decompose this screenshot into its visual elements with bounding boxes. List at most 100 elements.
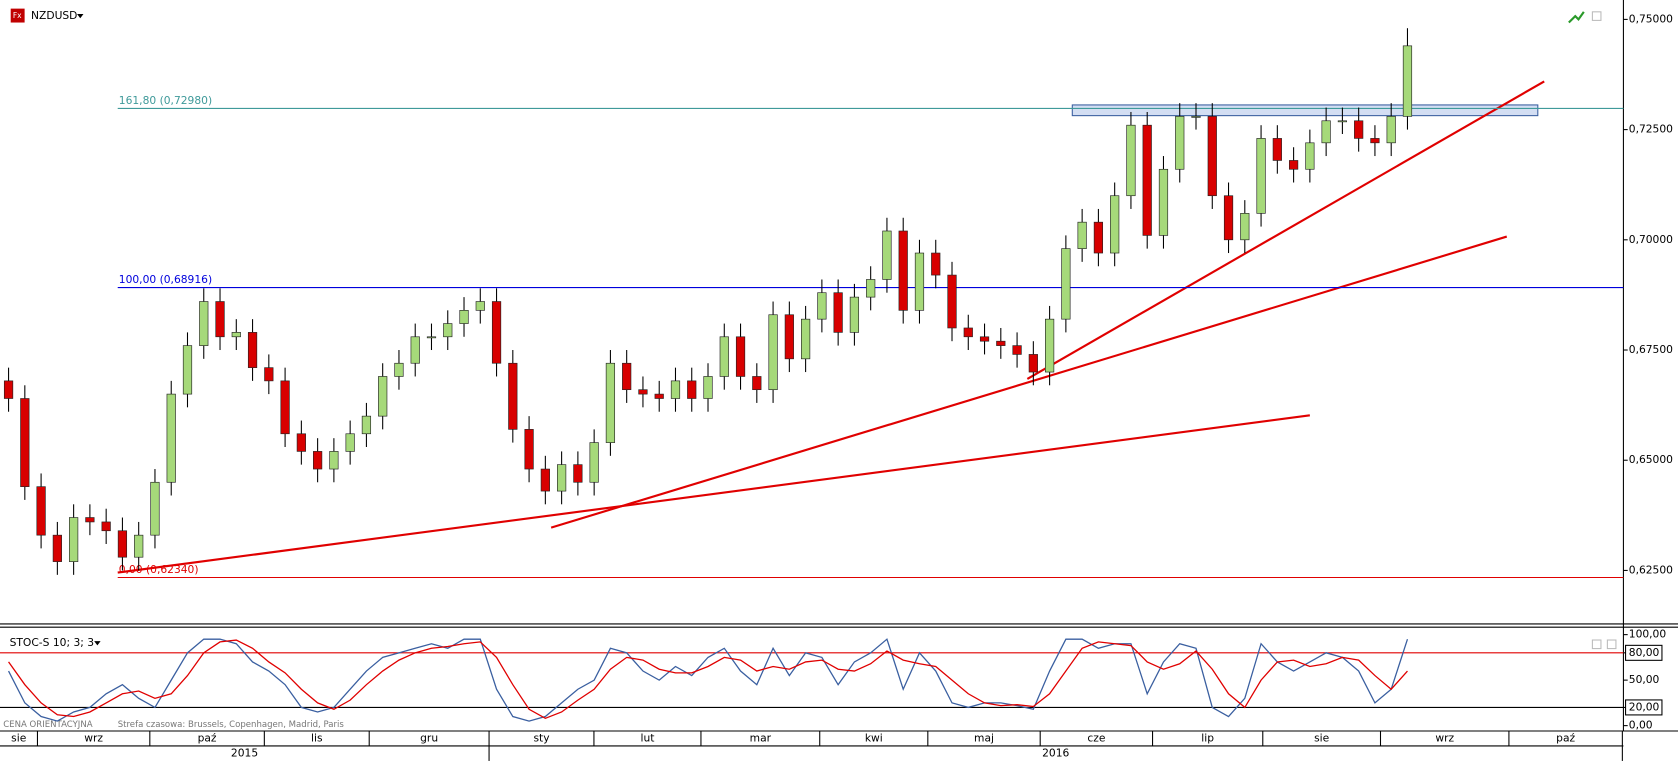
month-label: sty <box>533 731 549 744</box>
candle-body <box>849 296 860 333</box>
candle-body <box>313 451 323 470</box>
month-label: lut <box>640 731 654 744</box>
resistance-zone[interactable] <box>1071 104 1539 117</box>
y-tick-label: 0,62500 <box>1629 563 1673 576</box>
candle-body <box>247 332 258 368</box>
month-label: lis <box>311 731 323 744</box>
candle-body <box>475 301 485 311</box>
symbol-icon-text: Fx <box>13 11 22 20</box>
candle-body <box>508 362 518 430</box>
candle-body <box>1077 221 1087 249</box>
dropdown-arrow[interactable] <box>77 13 84 19</box>
candle-body <box>443 323 453 338</box>
candle-body <box>101 521 111 532</box>
month-label: maj <box>974 731 994 744</box>
month-label: sie <box>11 731 26 744</box>
y-tick-label: 20,00 <box>1629 700 1660 713</box>
candle-body <box>573 464 583 483</box>
candle-body <box>85 517 95 523</box>
candle-body <box>1272 138 1282 161</box>
candle-body <box>801 318 811 360</box>
trend-line[interactable] <box>1026 80 1545 380</box>
month-label: gru <box>420 731 438 744</box>
candle-body <box>1110 195 1120 254</box>
candle-body <box>1175 116 1185 170</box>
candle-body <box>719 336 729 377</box>
fib-label: 100,00 (0,68916) <box>119 273 212 286</box>
fib-label: 161,80 (0,72980) <box>119 94 212 107</box>
candle-body <box>1402 45 1413 117</box>
candle-body <box>394 362 404 377</box>
candle-body <box>1223 195 1234 241</box>
candle-body <box>833 292 843 333</box>
candle-body <box>280 380 290 435</box>
trend-icon[interactable] <box>1568 11 1585 24</box>
candle-body <box>963 327 973 338</box>
candle-body <box>898 230 908 311</box>
candle-body <box>231 332 241 338</box>
candle-body <box>378 376 388 417</box>
y-tick-label: 100,00 <box>1629 628 1667 641</box>
candle-body <box>1142 124 1152 236</box>
window-icon[interactable] <box>1591 11 1602 21</box>
candle-body <box>735 336 746 377</box>
candle-body <box>459 310 469 324</box>
candle-body <box>296 433 306 452</box>
candle-body <box>914 252 925 311</box>
candle-body <box>426 336 437 339</box>
indicator-name[interactable]: STOC-S 10; 3; 3 <box>10 636 94 649</box>
candle-body <box>1386 116 1396 144</box>
candle-body <box>703 376 713 399</box>
price-type: CENA ORIENTACYJNA <box>3 720 93 730</box>
window-icon[interactable] <box>1591 639 1602 650</box>
symbol-name[interactable]: NZDUSD <box>31 9 77 22</box>
month-label: paź <box>1556 731 1575 744</box>
candle-body <box>1256 138 1266 214</box>
month-label: wrz <box>84 731 103 744</box>
year-label: 2015 <box>231 746 258 759</box>
candle-body <box>931 252 941 276</box>
candle-body <box>687 380 697 399</box>
timezone: Strefa czasowa: Brussels, Copenhagen, Ma… <box>118 720 345 730</box>
candle-body <box>947 274 957 329</box>
candle-body <box>1370 138 1380 144</box>
y-tick-label: 80,00 <box>1629 646 1660 659</box>
candle-body <box>166 393 176 483</box>
candle-body <box>215 301 225 338</box>
candle-body <box>329 451 339 470</box>
candle-body <box>670 380 681 399</box>
candle-body <box>979 336 990 342</box>
candle-body <box>1288 160 1299 170</box>
candle-body <box>784 314 794 360</box>
y-tick-label: 0,75000 <box>1629 12 1673 25</box>
candle-body <box>182 345 193 395</box>
candle-body <box>654 393 664 399</box>
candle-body <box>752 376 762 391</box>
candle-body <box>1158 168 1169 236</box>
candle-body <box>638 389 648 395</box>
candle-body <box>524 429 534 470</box>
candle-body <box>540 468 550 492</box>
month-label: paź <box>198 731 217 744</box>
trend-line[interactable] <box>117 414 1311 574</box>
trend-line[interactable] <box>550 235 1508 529</box>
y-tick-label: 0,70000 <box>1629 233 1673 246</box>
candle-body <box>622 362 632 391</box>
y-tick-label: 50,00 <box>1629 673 1660 686</box>
candle-body <box>1012 345 1022 355</box>
symbol-icon <box>10 8 25 23</box>
y-tick-label: 0,65000 <box>1629 453 1673 466</box>
candle-body <box>882 230 892 280</box>
dropdown-arrow[interactable] <box>94 641 101 646</box>
indicator-line <box>8 639 1408 720</box>
candle-body <box>1126 124 1136 197</box>
month-label: mar <box>750 731 772 744</box>
month-label: kwi <box>865 731 883 744</box>
window-icon[interactable] <box>1606 639 1617 650</box>
y-tick-label: 0,00 <box>1629 719 1653 732</box>
candle-body <box>605 362 616 443</box>
candle-body <box>1045 318 1055 373</box>
candle-body <box>199 301 209 346</box>
